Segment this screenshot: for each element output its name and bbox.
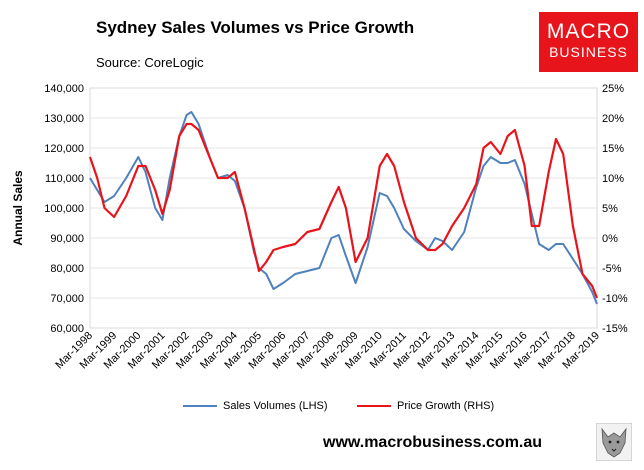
- legend-price: Price Growth (RHS): [357, 400, 494, 412]
- legend-price-swatch: [357, 405, 391, 407]
- y-right-tick-label: 25%: [602, 83, 624, 95]
- macrobusiness-logo[interactable]: MACRO BUSINESS: [539, 12, 638, 72]
- y-right-tick-label: -15%: [602, 323, 628, 335]
- y-axis-label: Annual Sales: [11, 170, 25, 246]
- y-left-tick-label: 60,000: [50, 323, 84, 335]
- logo-line-macro: MACRO: [546, 20, 631, 43]
- y-right-tick-label: 15%: [602, 143, 624, 155]
- y-left-tick-label: 70,000: [50, 293, 84, 305]
- x-axis-ticks: Mar-1998Mar-1999Mar-2000Mar-2001Mar-2002…: [53, 330, 602, 372]
- right-axis-ticks: 25% 20% 15% 10% 5% 0% -5% -10% -15%: [602, 83, 628, 335]
- y-right-tick-label: -10%: [602, 293, 628, 305]
- y-right-tick-label: 0%: [602, 233, 618, 245]
- logo-line-business: BUSINESS: [549, 44, 628, 60]
- wolf-logo-icon: [596, 423, 632, 461]
- y-left-tick-label: 120,000: [44, 143, 84, 155]
- price-growth-line: [88, 122, 599, 299]
- chart-title: Sydney Sales Volumes vs Price Growth: [96, 18, 415, 37]
- y-left-tick-label: 80,000: [50, 263, 84, 275]
- left-axis-ticks: 140,000 130,000 120,000 110,000 100,000 90,00…: [44, 83, 84, 335]
- y-right-tick-label: 20%: [602, 113, 624, 125]
- legend-sales-swatch: [183, 405, 217, 407]
- y-right-tick-label: -5%: [602, 263, 622, 275]
- gridlines: [90, 117, 597, 299]
- y-left-tick-label: 90,000: [50, 233, 84, 245]
- legend-sales-label: Sales Volumes (LHS): [223, 400, 328, 412]
- website-url[interactable]: www.macrobusiness.com.au: [323, 434, 543, 451]
- legend-price-label: Price Growth (RHS): [397, 400, 495, 412]
- y-left-tick-label: 140,000: [44, 83, 84, 95]
- chart-source: Source: CoreLogic: [96, 55, 204, 70]
- y-left-tick-label: 100,000: [44, 203, 84, 215]
- y-right-tick-label: 5%: [602, 203, 618, 215]
- legend-sales: Sales Volumes (LHS): [183, 400, 328, 412]
- y-left-tick-label: 130,000: [44, 113, 84, 125]
- y-right-tick-label: 10%: [602, 173, 624, 185]
- y-left-tick-label: 110,000: [45, 173, 84, 185]
